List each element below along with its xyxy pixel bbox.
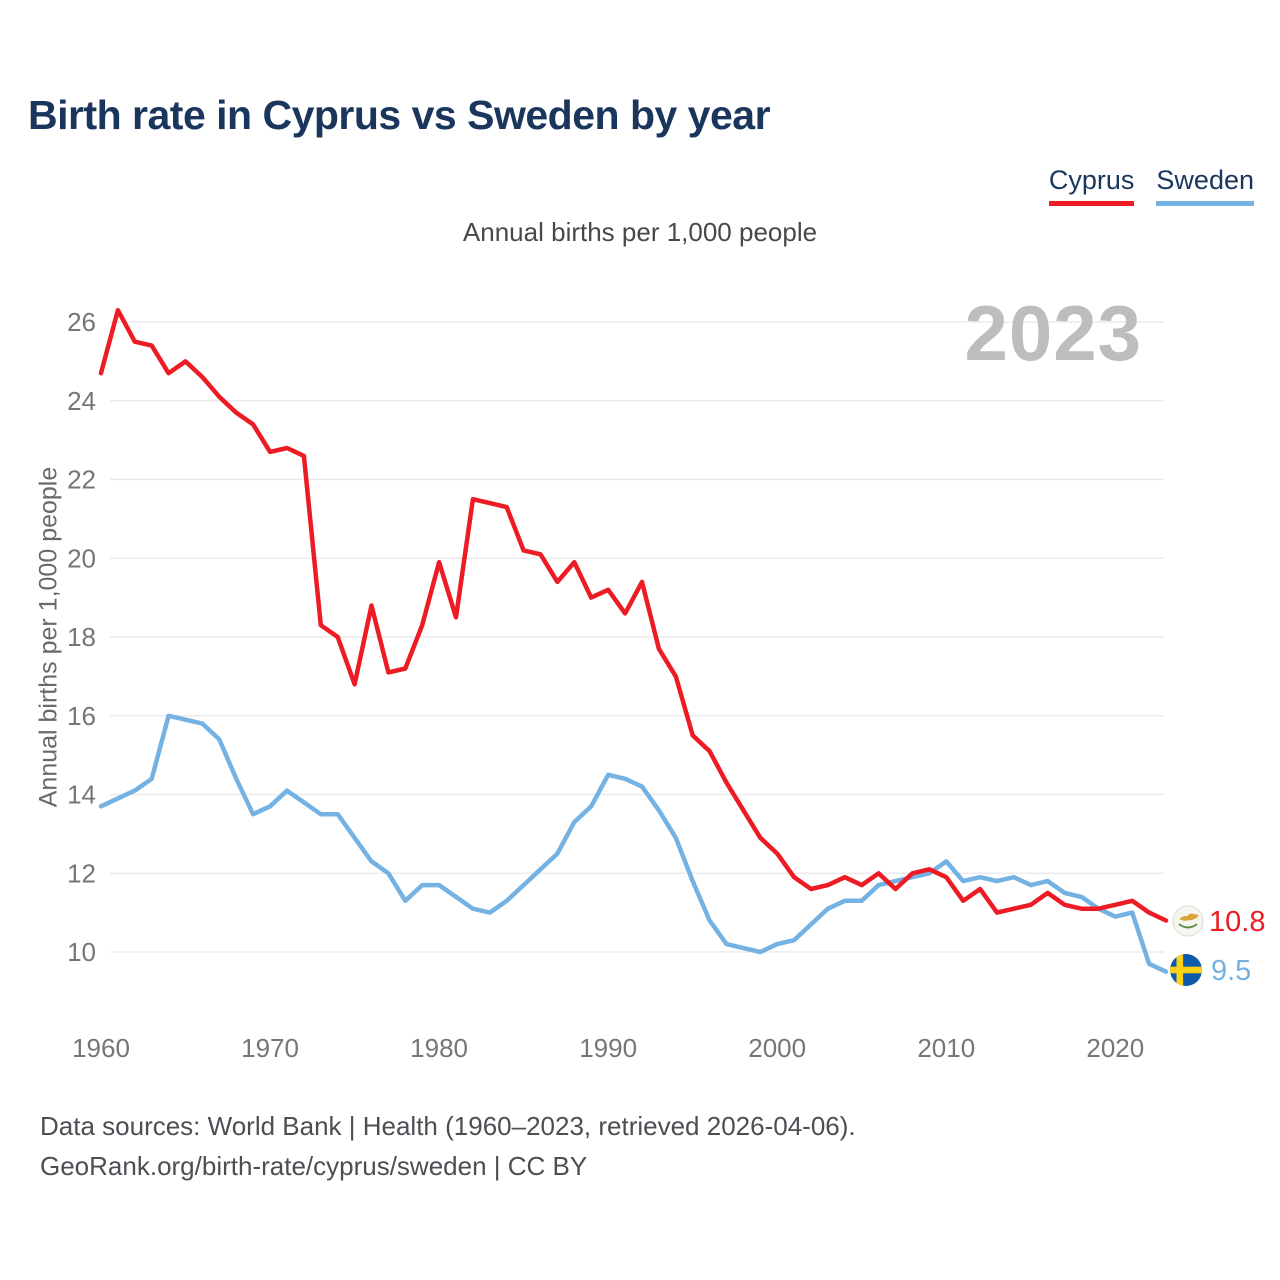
sweden-end-value: 9.5 (1211, 955, 1251, 987)
x-tick-label: 1980 (410, 1033, 468, 1063)
y-tick-label: 18 (67, 622, 96, 652)
sweden-flag-icon (1170, 954, 1202, 986)
page-title: Birth rate in Cyprus vs Sweden by year (28, 92, 771, 138)
y-tick-label: 22 (67, 465, 96, 495)
footer-line-sources: Data sources: World Bank | Health (1960–… (40, 1111, 856, 1141)
cyprus-end-value: 10.8 (1209, 906, 1265, 938)
y-axis-tick-labels: 10 12 14 16 18 20 22 24 26 (67, 307, 96, 967)
y-tick-label: 14 (67, 780, 96, 810)
x-tick-label: 1970 (241, 1033, 299, 1063)
x-axis-tick-labels: 1960 1970 1980 1990 2000 2010 2020 (72, 1033, 1144, 1063)
line-cyprus (98, 307, 1169, 923)
line-sweden (98, 713, 1169, 974)
series-end-markers: 10.8 9.5 (1170, 905, 1265, 987)
y-tick-label: 20 (67, 543, 96, 573)
chart-subtitle: Annual births per 1,000 people (462, 217, 818, 247)
legend: Cyprus Sweden (1048, 164, 1254, 207)
gridlines (110, 321, 1164, 953)
y-tick-label: 24 (67, 386, 96, 416)
x-tick-label: 2010 (917, 1033, 975, 1063)
cyprus-flag-icon (1172, 905, 1204, 937)
y-tick-label: 10 (67, 937, 96, 967)
x-tick-label: 1990 (579, 1033, 637, 1063)
x-tick-label: 2020 (1086, 1033, 1144, 1063)
legend-item-cyprus[interactable]: Cyprus (1048, 164, 1135, 207)
y-tick-label: 12 (67, 858, 96, 888)
watermark-year: 2023 (964, 289, 1142, 377)
x-tick-label: 1960 (72, 1033, 130, 1063)
footer-line-attribution: GeoRank.org/birth-rate/cyprus/sweden | C… (40, 1151, 588, 1181)
y-tick-label: 16 (67, 701, 96, 731)
series-lines (98, 307, 1169, 974)
data-source-footer: Data sources: World Bank | Health (1960–… (40, 1106, 856, 1186)
legend-item-sweden[interactable]: Sweden (1156, 164, 1254, 207)
y-tick-label: 26 (67, 307, 96, 337)
x-tick-label: 2000 (748, 1033, 806, 1063)
